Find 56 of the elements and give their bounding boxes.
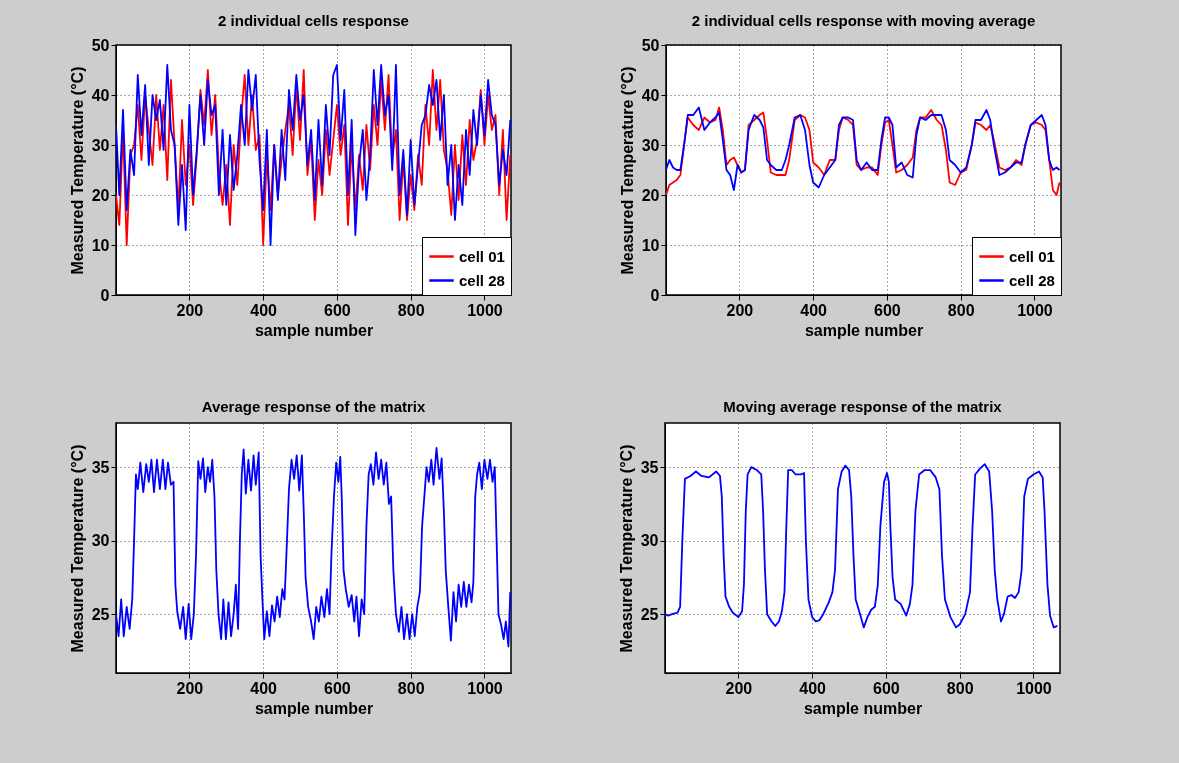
x-tick-label: 200 [176,301,204,319]
x-tick-label: 200 [726,301,754,319]
chart-title: Average response of the matrix [201,398,426,415]
x-tick-label: 1000 [1017,301,1053,319]
y-tick-label: 50 [91,36,110,54]
x-tick-label: 600 [324,679,351,697]
y-tick-label: 35 [91,458,110,476]
y-axis-title: Measured Temperature (°C) [68,444,86,653]
x-tick-label: 400 [799,679,827,697]
y-tick-label: 25 [640,605,659,623]
y-tick-label: 35 [640,458,659,476]
chart-title: Moving average response of the matrix [723,398,1003,415]
x-tick-label: 400 [250,679,278,697]
x-tick-label: 400 [250,301,278,319]
y-tick-label: 10 [91,236,110,254]
legend-label: cell 01 [459,247,505,265]
y-tick-label: 0 [100,286,110,304]
legend-label: cell 01 [1009,247,1055,265]
chart-title: 2 individual cells response with moving average [691,12,1036,29]
x-tick-label: 200 [725,679,753,697]
x-tick-label: 600 [873,679,900,697]
y-axis-title: Measured Temperature (°C) [618,66,636,275]
y-tick-label: 20 [641,186,660,204]
y-axis-title: Measured Temperature (°C) [617,444,635,653]
y-tick-label: 40 [91,86,110,104]
x-tick-label: 800 [947,301,975,319]
x-axis-title: sample number [804,321,924,339]
x-tick-label: 800 [397,301,425,319]
x-tick-label: 800 [397,679,425,697]
x-tick-label: 1000 [467,679,503,697]
y-tick-label: 30 [641,136,660,154]
y-tick-label: 10 [641,236,660,254]
chart-title: 2 individual cells response [218,12,409,29]
x-tick-label: 200 [176,679,204,697]
y-tick-label: 30 [640,532,659,550]
x-tick-label: 400 [800,301,828,319]
x-axis-title: sample number [803,699,923,717]
x-tick-label: 1000 [1016,679,1052,697]
x-tick-label: 600 [324,301,351,319]
x-axis-title: sample number [254,699,374,717]
y-tick-label: 30 [91,136,110,154]
x-tick-label: 800 [946,679,974,697]
y-tick-label: 40 [641,86,660,104]
legend-label: cell 28 [459,271,505,289]
line-series [665,463,1059,629]
x-tick-label: 600 [874,301,901,319]
y-tick-label: 30 [91,532,110,550]
legend-label: cell 28 [1009,271,1055,289]
line-series [116,447,511,648]
y-tick-label: 20 [91,186,110,204]
x-tick-label: 1000 [467,301,503,319]
y-axis-title: Measured Temperature (°C) [68,66,86,275]
y-tick-label: 0 [650,286,660,304]
x-axis-title: sample number [254,321,374,339]
y-tick-label: 25 [91,605,110,623]
y-tick-label: 50 [641,36,660,54]
